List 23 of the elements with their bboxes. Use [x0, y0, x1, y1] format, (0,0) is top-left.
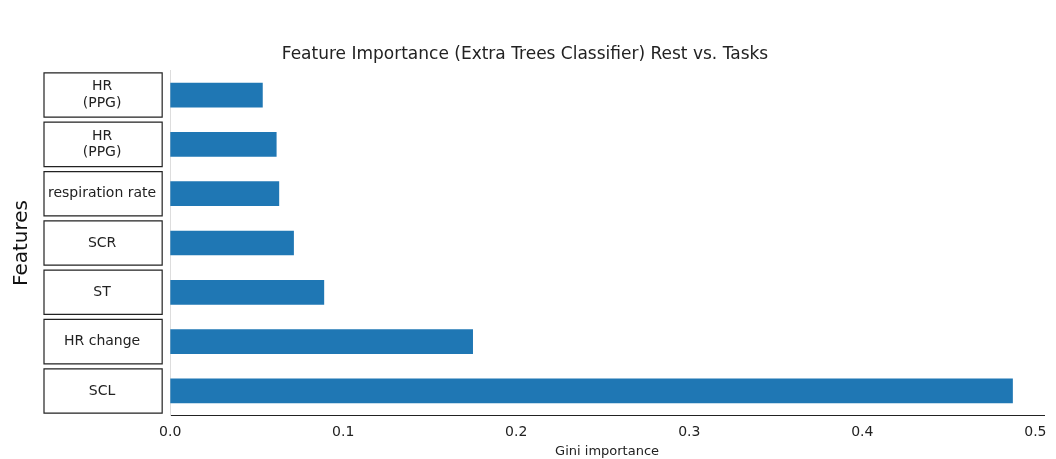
x-tick-label: 0.4: [851, 422, 874, 439]
bar: [170, 82, 263, 108]
bar: [170, 230, 294, 256]
y-tick-label: SCR: [87, 233, 117, 250]
y-tick-label: ST: [93, 282, 112, 299]
x-tick-label: 0.1: [332, 422, 355, 439]
chart-title: Feature Importance (Extra Trees Classifier) Rest vs. Tasks: [281, 42, 769, 63]
x-tick-label: 0.3: [678, 422, 701, 439]
bar: [170, 329, 473, 354]
y-tick-label: HR (PPG): [82, 77, 122, 111]
x-tick-label: 0.2: [505, 422, 528, 439]
bar: [170, 378, 1013, 404]
bar: [170, 181, 280, 207]
bar: [170, 132, 277, 157]
x-tick-label: 0.0: [159, 422, 182, 439]
y-tick-label: HR (PPG): [82, 126, 122, 160]
y-tick-label: respiration rate: [48, 184, 157, 201]
x-axis-title: Gini importance: [555, 442, 660, 458]
x-tick-label: 0.5: [1024, 422, 1047, 439]
bar: [170, 279, 325, 305]
y-tick-label: SCL: [88, 381, 116, 398]
y-tick-label: HR change: [63, 332, 141, 349]
y-axis-title: Features: [8, 200, 33, 286]
